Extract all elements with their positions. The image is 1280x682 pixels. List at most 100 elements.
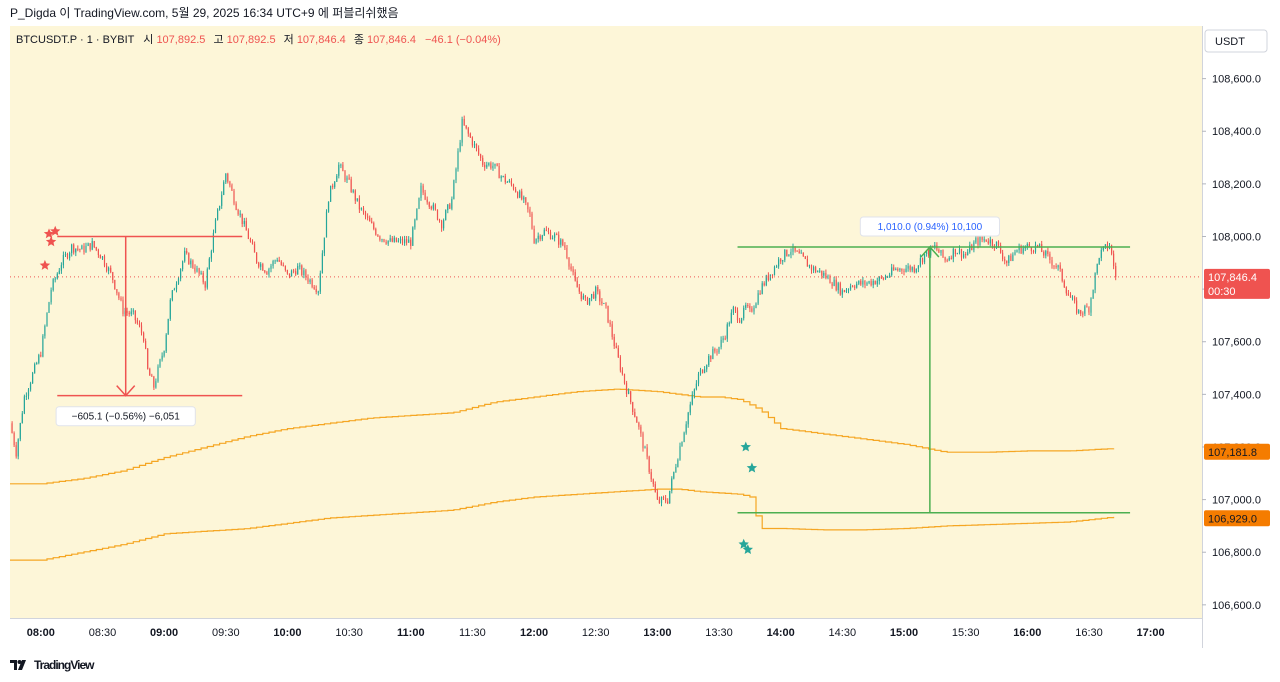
candle-body: [852, 286, 854, 288]
candle-body: [977, 238, 979, 246]
measure-arrow-head[interactable]: [116, 385, 136, 397]
measure-tools-layer[interactable]: −605.1 (−0.56%) −6,051 1,010.0 (0.94%) 10…: [55, 216, 1131, 514]
candle-body: [870, 281, 872, 286]
candle-body: [549, 232, 552, 240]
candle-body: [15, 445, 17, 457]
candle-body: [418, 198, 420, 209]
candle-body: [819, 270, 821, 272]
plot-background[interactable]: [10, 26, 1202, 618]
candle-body: [679, 446, 681, 460]
candle-body: [570, 266, 572, 270]
candle-body: [290, 270, 293, 277]
legend-symbol[interactable]: BTCUSDT.P · 1 · BYBIT: [16, 34, 135, 46]
price-chart[interactable]: −605.1 (−0.56%) −6,051 1,010.0 (0.94%) 10…: [10, 26, 1272, 648]
candle-body: [997, 241, 1000, 246]
candle-body: [780, 259, 782, 262]
candle-body: [623, 373, 626, 384]
candle-body: [169, 299, 171, 319]
candle-body: [891, 267, 893, 275]
measure-arrow-head[interactable]: [920, 245, 940, 258]
time-tick-label: 10:30: [335, 627, 363, 639]
candle-body: [831, 283, 833, 286]
candle-body: [165, 334, 167, 352]
signal-star-icon: [738, 538, 749, 549]
candle-body: [788, 254, 790, 256]
candle-body: [391, 238, 393, 242]
candle-body: [510, 180, 512, 185]
time-scale-background[interactable]: [10, 618, 1202, 648]
candle-body: [198, 268, 200, 274]
candle-body: [681, 442, 683, 447]
time-tick-label: 08:00: [27, 627, 55, 639]
candle-body: [171, 290, 173, 300]
candle-body: [432, 204, 434, 209]
candle-body: [699, 369, 702, 374]
candle-body: [591, 294, 593, 298]
candle-body: [884, 276, 887, 280]
candle-body: [864, 280, 866, 285]
candle-body: [251, 241, 254, 245]
candle-body: [83, 245, 85, 253]
candle-body: [315, 289, 317, 292]
candle-body: [430, 206, 432, 209]
candle-body: [650, 472, 652, 480]
candle-body: [613, 336, 615, 347]
currency-label[interactable]: USDT: [1215, 36, 1245, 48]
candle-body: [75, 248, 77, 253]
candle-body: [206, 269, 208, 288]
candle-body: [636, 416, 638, 423]
candle-body: [691, 394, 693, 405]
candle-body: [615, 346, 617, 348]
candle-body: [911, 267, 913, 271]
candle-body: [445, 210, 447, 220]
candle-body: [860, 280, 862, 285]
candle-body: [346, 177, 348, 181]
candle-body: [235, 203, 237, 210]
candle-body: [1063, 281, 1065, 288]
measure-label-box[interactable]: [859, 216, 1000, 237]
candle-body: [995, 241, 998, 248]
candle-body: [175, 283, 178, 290]
candle-body: [1006, 260, 1008, 263]
candle-body: [286, 270, 288, 274]
price-scale-background[interactable]: [1202, 26, 1272, 648]
candle-body: [356, 198, 358, 201]
candle-body: [903, 270, 905, 272]
candle-body: [963, 254, 965, 258]
candle-body: [138, 323, 141, 326]
candle-body: [535, 239, 537, 244]
candle-body: [960, 249, 963, 258]
candle-body: [913, 267, 915, 273]
candle-body: [297, 266, 299, 275]
footer-brand[interactable]: TradingView: [10, 655, 94, 675]
candle-body: [753, 307, 755, 312]
time-axis[interactable]: 08:00 08:30 09:00 09:30 10:00 10:30 11:00 11:30…: [27, 627, 1165, 639]
candle-body: [1061, 268, 1063, 281]
candle-body: [1094, 273, 1096, 290]
currency-label-box[interactable]: USDT: [1204, 29, 1268, 53]
measure-label-box[interactable]: [55, 406, 196, 427]
candle-body: [173, 289, 175, 291]
candle-body: [486, 164, 488, 168]
candle-body: [716, 351, 718, 353]
candle-body: [640, 426, 642, 434]
candle-body: [724, 338, 726, 340]
candle-body: [420, 185, 422, 198]
candle-body: [566, 247, 568, 258]
candle-body: [399, 238, 402, 241]
candle-body: [734, 307, 737, 311]
candle-body: [847, 289, 850, 291]
measure-label[interactable]: −605.1 (−0.56%) −6,051: [72, 412, 181, 423]
candle-body: [85, 245, 87, 252]
candle-body: [1065, 287, 1067, 294]
candle-body: [1100, 249, 1102, 259]
measure-label[interactable]: 1,010.0 (0.94%) 10,100: [878, 222, 983, 233]
candle-body: [1037, 244, 1039, 247]
candle-body: [293, 270, 295, 272]
legend-change: −46.1 (−0.04%): [425, 34, 501, 46]
candle-body: [845, 289, 847, 292]
candle-body: [722, 338, 724, 340]
candle-body: [457, 151, 459, 169]
chart-area[interactable]: −605.1 (−0.56%) −6,051 1,010.0 (0.94%) 10…: [10, 26, 1272, 648]
candle-body: [395, 237, 397, 242]
